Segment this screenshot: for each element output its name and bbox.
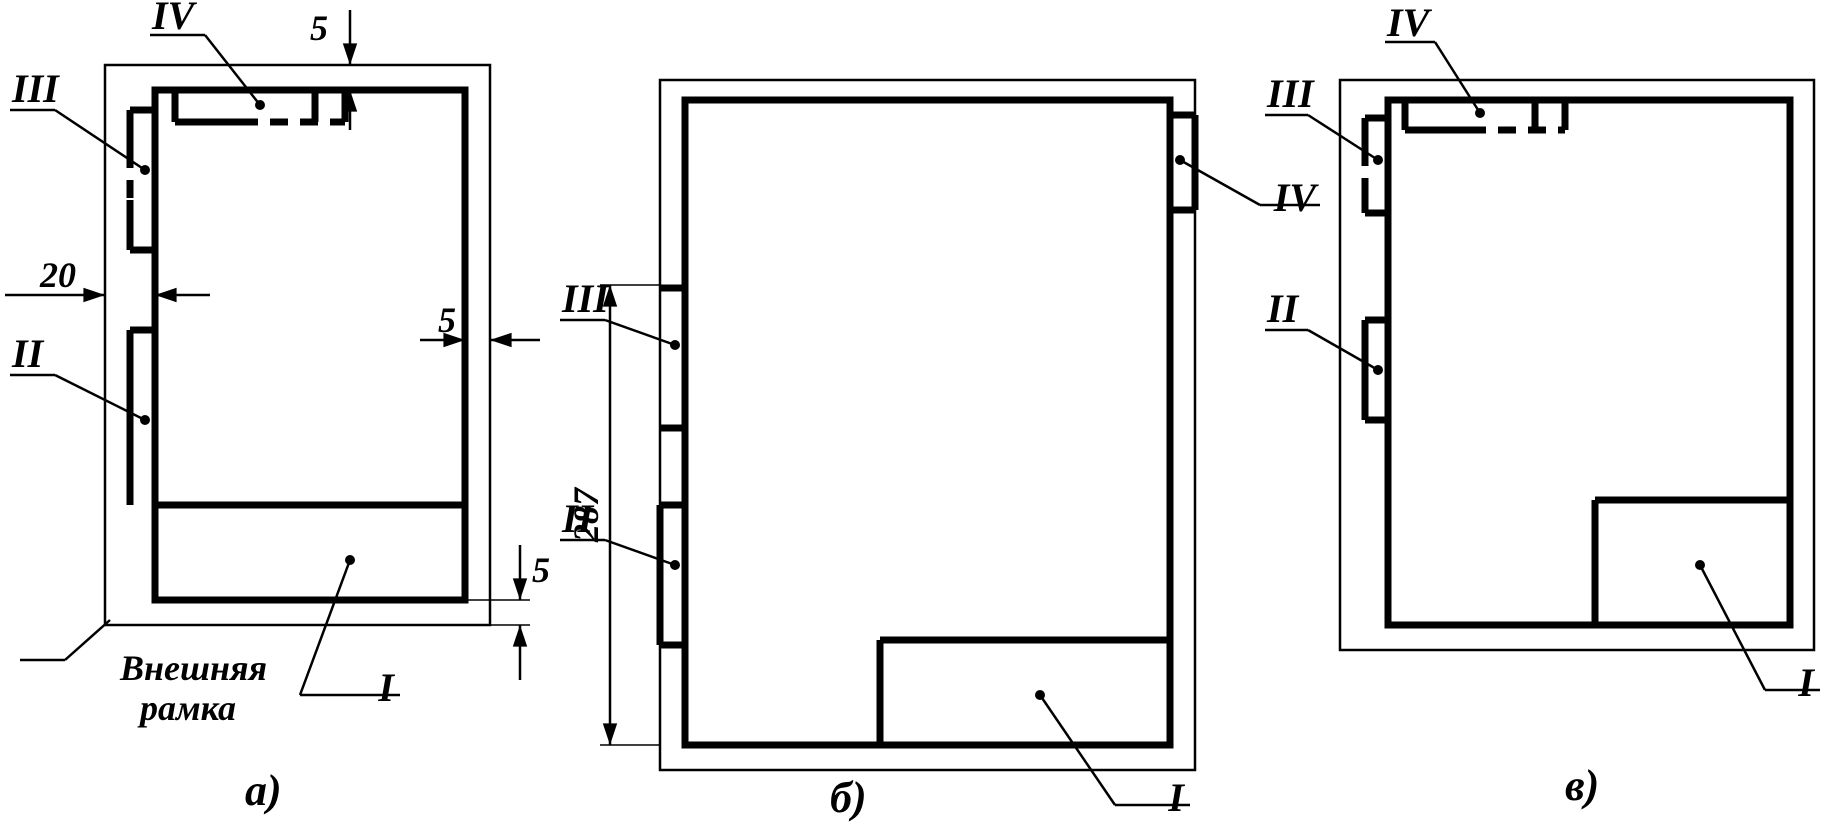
svg-text:III: III (561, 276, 610, 321)
svg-text:20: 20 (39, 255, 76, 295)
svg-text:287: 287 (566, 486, 606, 543)
svg-text:II: II (1266, 286, 1300, 331)
svg-text:III: III (11, 66, 60, 111)
svg-text:а): а) (245, 766, 282, 815)
diagram-c: IIIIIIIVв) (1265, 0, 1820, 810)
svg-text:б): б) (830, 773, 867, 822)
svg-text:5: 5 (310, 8, 328, 48)
diagram-a: IIIIIIIVВнешняярамка20555а) (5, 0, 550, 815)
svg-text:Внешняя: Внешняя (119, 648, 267, 688)
svg-text:I: I (377, 665, 395, 710)
svg-text:I: I (1167, 775, 1185, 820)
svg-text:5: 5 (438, 300, 456, 340)
svg-text:рамка: рамка (137, 688, 236, 728)
svg-text:в): в) (1565, 761, 1599, 810)
svg-text:I: I (1797, 660, 1815, 705)
diagram-b: IIIIIIIV287б) (560, 80, 1320, 822)
svg-text:IV: IV (1273, 175, 1320, 220)
diagram-canvas: IIIIIIIVВнешняярамка20555а)IIIIIIIV287б)… (0, 0, 1834, 829)
svg-text:II: II (11, 331, 45, 376)
svg-text:III: III (1266, 71, 1315, 116)
svg-text:5: 5 (532, 550, 550, 590)
svg-text:IV: IV (1386, 0, 1433, 45)
svg-text:IV: IV (151, 0, 198, 38)
